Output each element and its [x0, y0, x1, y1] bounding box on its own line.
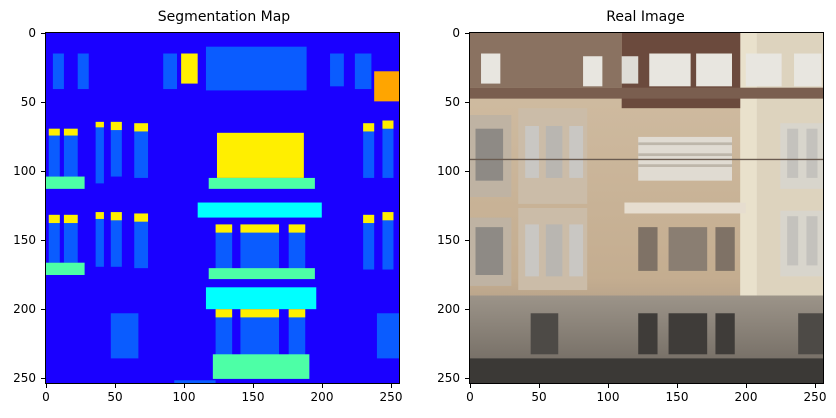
- x-tick: 200: [734, 390, 758, 404]
- x-tick: 200: [310, 390, 334, 404]
- y-tick: 200: [437, 302, 460, 316]
- segmentation-title: Segmentation Map: [157, 9, 291, 25]
- x-tick: 100: [172, 390, 196, 404]
- x-tick: 250: [379, 390, 403, 404]
- x-tick: 100: [596, 390, 620, 404]
- x-tick: 50: [531, 390, 547, 404]
- y-tick: 50: [444, 95, 460, 109]
- x-tick: 150: [665, 390, 689, 404]
- x-tick: 250: [803, 390, 827, 404]
- y-tick: 50: [20, 95, 36, 109]
- x-tick: 50: [107, 390, 123, 404]
- real-image: [469, 32, 824, 384]
- y-tick: 250: [437, 371, 460, 385]
- segmentation-map: [45, 32, 400, 384]
- y-tick: 250: [13, 371, 36, 385]
- x-tick: 150: [241, 390, 265, 404]
- y-tick: 200: [13, 302, 36, 316]
- y-tick: 150: [437, 233, 460, 247]
- y-tick: 100: [437, 164, 460, 178]
- y-tick: 100: [13, 164, 36, 178]
- y-tick: 0: [452, 26, 460, 40]
- real-image-title: Real Image: [606, 9, 685, 25]
- segmentation-svg: [46, 33, 399, 383]
- y-tick: 150: [13, 233, 36, 247]
- y-tick: 0: [28, 26, 36, 40]
- building-photo: [470, 33, 823, 383]
- x-tick: 0: [42, 390, 50, 404]
- segmentation-panel: Segmentation Map: [0, 0, 403, 418]
- real-image-panel: Real Image: [424, 0, 836, 418]
- x-tick: 0: [466, 390, 474, 404]
